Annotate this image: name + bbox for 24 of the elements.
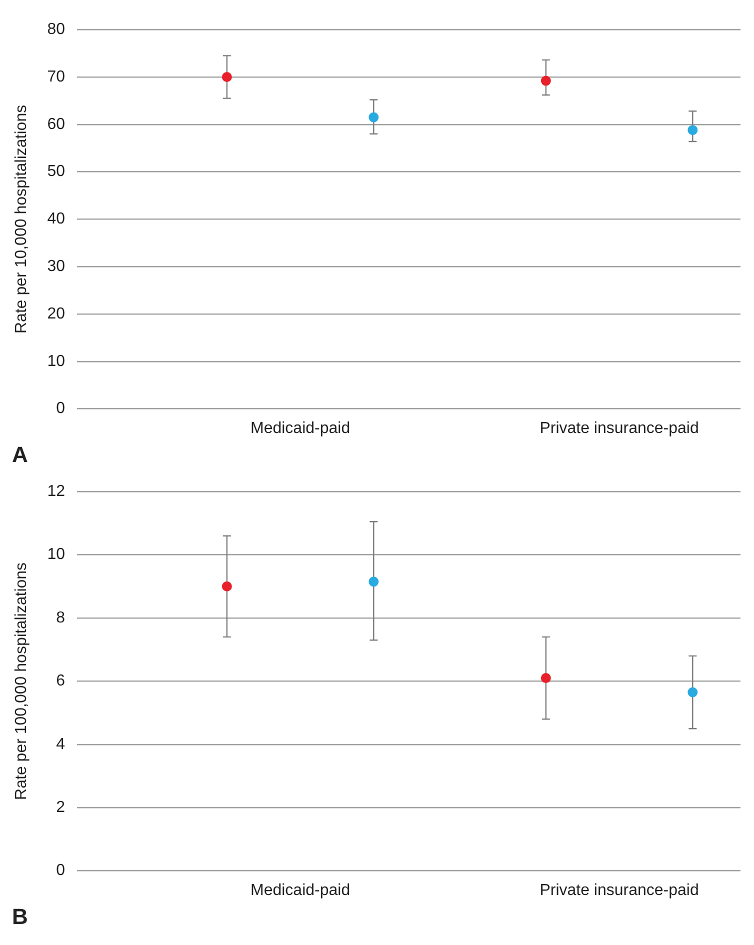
y-tick-label: 30: [47, 258, 66, 276]
y-tick-label: 0: [56, 400, 66, 418]
x-tick-label: Private insurance-paid: [540, 420, 699, 437]
x-tick-label: Medicaid-paid: [250, 420, 350, 437]
y-tick-label: 4: [56, 736, 66, 753]
y-tick-label: 0: [56, 862, 66, 880]
text: B: [12, 904, 28, 930]
y-tick-label: 50: [47, 163, 66, 180]
y-tick-label: 10: [47, 352, 66, 370]
y-tick-label: 20: [47, 305, 66, 322]
y-tick-label: 6: [56, 672, 66, 690]
x-tick-label: Private insurance-paid: [540, 882, 699, 899]
y-tick-label: 70: [47, 68, 66, 86]
y-tick-label: 80: [47, 21, 66, 38]
y-axis-title: Rate per 100,000 hospitalizations: [13, 562, 30, 800]
y-axis-title: Rate per 10,000 hospitalizations: [13, 104, 30, 334]
y-tick-label: 2: [56, 799, 66, 816]
y-tick-label: 40: [47, 210, 66, 228]
y-tick-label: 12: [47, 483, 66, 500]
x-tick-label: Medicaid-paid: [250, 882, 350, 899]
y-tick-label: 10: [47, 546, 66, 564]
y-tick-label: 60: [47, 116, 66, 133]
y-tick-label: 8: [56, 609, 66, 626]
text: A: [12, 442, 28, 468]
